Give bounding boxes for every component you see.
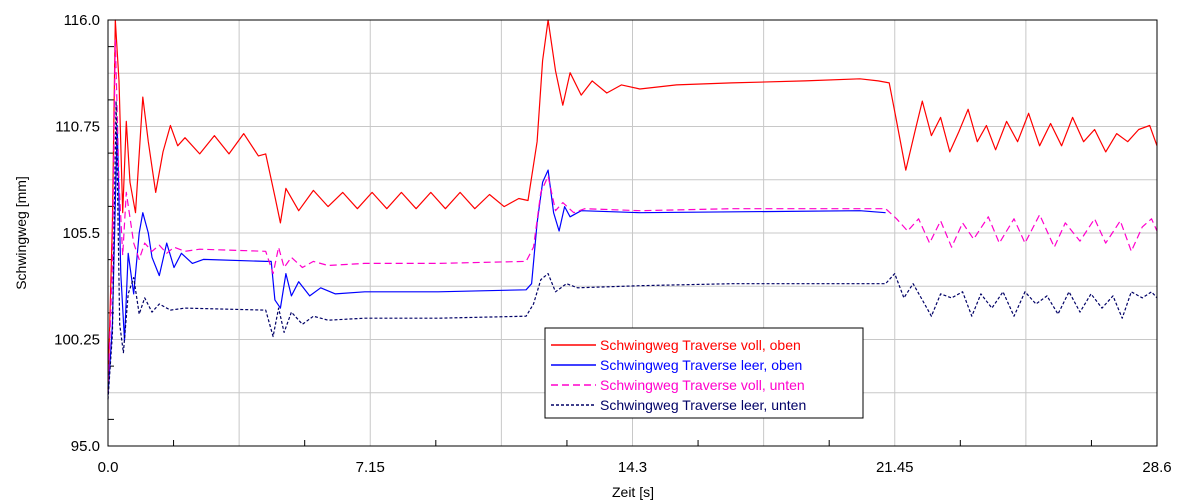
legend-label: Schwingweg Traverse leer, oben xyxy=(600,357,802,373)
x-tick-label: 28.6 xyxy=(1142,459,1171,476)
series-lines xyxy=(107,19,1158,400)
y-tick-label: 116.0 xyxy=(64,12,100,29)
plot-frame xyxy=(107,19,1158,447)
legend-label: Schwingweg Traverse voll, unten xyxy=(600,377,805,393)
series-line-4 xyxy=(107,100,1158,400)
x-axis-label: Zeit [s] xyxy=(612,484,654,500)
tick-labels: 0.0 7.15 14.3 21.45 28.6 95.0 100.25 105.5 110.7… xyxy=(54,12,1171,476)
series-line-3 xyxy=(107,39,1158,394)
x-tick-label: 0.0 xyxy=(98,459,119,476)
x-tick-label: 7.15 xyxy=(356,459,385,476)
series-line-1 xyxy=(107,19,1158,390)
legend-label: Schwingweg Traverse voll, oben xyxy=(600,337,801,353)
y-tick-label: 110.75 xyxy=(55,119,100,136)
y-tick-label: 100.25 xyxy=(54,332,100,349)
legend: Schwingweg Traverse voll, oben Schwingweg… xyxy=(544,327,864,419)
legend-label: Schwingweg Traverse leer, unten xyxy=(600,397,806,413)
grid-lines xyxy=(108,20,1157,446)
y-tick-label: 105.5 xyxy=(62,225,100,242)
legend-box xyxy=(544,327,864,419)
x-tick-label: 14.3 xyxy=(618,459,647,476)
y-axis-label: Schwingweg [mm] xyxy=(13,176,29,290)
legend-entries: Schwingweg Traverse voll, oben Schwingweg… xyxy=(551,337,806,413)
x-tick-label: 21.45 xyxy=(876,459,914,476)
series-line-2 xyxy=(107,124,886,396)
y-tick-label: 95.0 xyxy=(71,438,100,455)
